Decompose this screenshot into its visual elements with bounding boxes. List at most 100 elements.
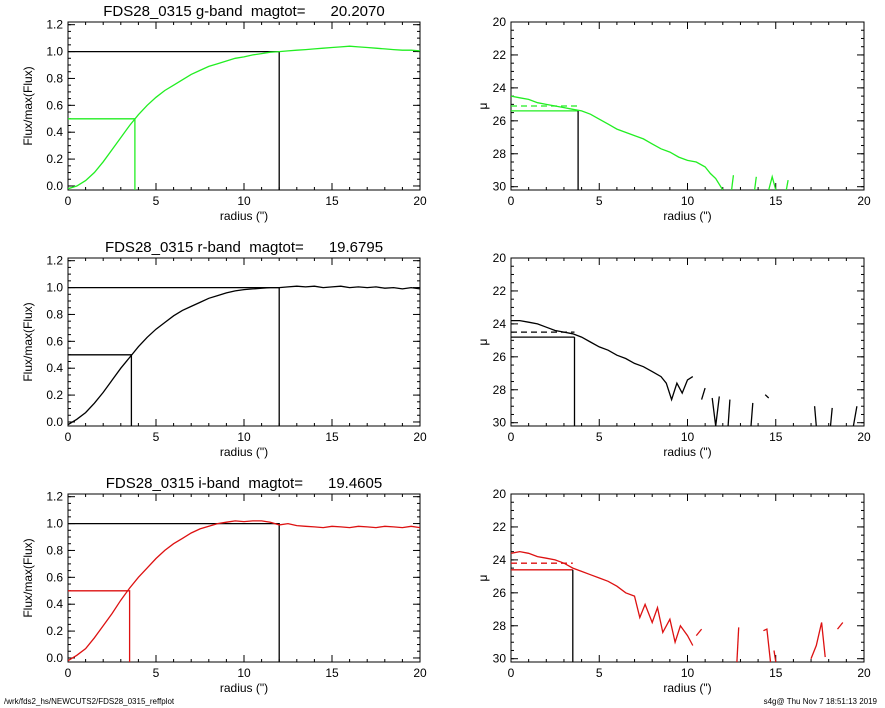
x-axis-label: radius (") bbox=[663, 445, 711, 459]
y-tick-label: 1.0 bbox=[46, 45, 63, 59]
y-axis-label: Flux/max(Flux) bbox=[21, 538, 35, 617]
y-tick-label: 0.2 bbox=[46, 388, 63, 402]
y-tick-label: 26 bbox=[493, 586, 507, 600]
x-tick-label: 10 bbox=[237, 194, 251, 208]
profile-fragment bbox=[750, 402, 754, 426]
y-axis-label: μ bbox=[476, 338, 490, 345]
profile-fragment bbox=[810, 622, 826, 659]
y-axis-label: μ bbox=[476, 574, 490, 581]
y-tick-label: 22 bbox=[493, 48, 507, 62]
x-tick-label: 0 bbox=[508, 666, 515, 680]
x-tick-label: 5 bbox=[153, 194, 160, 208]
profile-line bbox=[511, 319, 694, 402]
x-axis-label: radius (") bbox=[220, 445, 268, 459]
x-tick-label: 10 bbox=[237, 430, 251, 444]
profile-fragment bbox=[736, 627, 740, 662]
panel-i-surface-brightness: 0 5 10 15 20 20 22 24 26 28 30 radius (") μ bbox=[476, 487, 871, 695]
y-tick-label: 20 bbox=[493, 15, 507, 29]
y-tick-label: 20 bbox=[493, 251, 507, 265]
plot-frame bbox=[67, 493, 421, 663]
y-tick-label: 30 bbox=[493, 180, 507, 194]
profile-fragment bbox=[764, 394, 770, 399]
y-tick-label: 28 bbox=[493, 619, 507, 633]
x-tick-label: 10 bbox=[681, 666, 695, 680]
profile-fragment bbox=[695, 628, 703, 637]
half-light-line bbox=[68, 354, 133, 426]
x-tick-label: 20 bbox=[857, 430, 871, 444]
profile-line bbox=[68, 285, 420, 426]
total-radius-line bbox=[68, 286, 280, 426]
y-tick-label: 0.2 bbox=[46, 152, 63, 166]
y-tick-label: 1.0 bbox=[46, 281, 63, 295]
y-axis-label: μ bbox=[476, 102, 490, 109]
y-tick-label: 0.8 bbox=[46, 307, 63, 321]
profile-fragment bbox=[773, 650, 777, 662]
profile-line bbox=[68, 520, 420, 662]
profile-fragment bbox=[727, 399, 731, 426]
total-radius-line bbox=[68, 50, 280, 190]
x-tick-label: 10 bbox=[681, 430, 695, 444]
x-tick-label: 10 bbox=[237, 666, 251, 680]
panel-r-surface-brightness: 0 5 10 15 20 20 22 24 26 28 30 radius (") μ bbox=[476, 251, 871, 459]
y-tick-label: 22 bbox=[493, 520, 507, 534]
x-tick-label: 15 bbox=[769, 666, 783, 680]
profile-fragment bbox=[768, 174, 777, 190]
profile-fragment bbox=[730, 175, 735, 190]
y-tick-label: 26 bbox=[493, 114, 507, 128]
x-tick-label: 10 bbox=[681, 194, 695, 208]
y-tick-label: 24 bbox=[493, 317, 507, 331]
x-tick-label: 15 bbox=[325, 666, 339, 680]
y-tick-label: 0.2 bbox=[46, 624, 63, 638]
half-light-line bbox=[68, 118, 136, 190]
x-tick-label: 5 bbox=[596, 430, 603, 444]
x-tick-label: 0 bbox=[65, 194, 72, 208]
half-light-line bbox=[68, 590, 131, 662]
y-tick-label: 0.6 bbox=[46, 334, 63, 348]
profile-fragment bbox=[753, 176, 757, 190]
panel-title: FDS28_0315 r-band magtot= 19.6795 bbox=[105, 239, 383, 256]
y-axis-label: Flux/max(Flux) bbox=[21, 66, 35, 145]
y-tick-label: 22 bbox=[493, 284, 507, 298]
panel-i-growth-curve: 0 5 10 15 20 0.0 0.2 0.4 0.6 0.8 1.0 1.2 radius (") F… bbox=[21, 475, 427, 695]
panel-r-growth-curve: 0 5 10 15 20 0.0 0.2 0.4 0.6 0.8 1.0 1.2 radius (") F… bbox=[21, 239, 427, 459]
y-tick-label: 0.8 bbox=[46, 71, 63, 85]
x-tick-label: 5 bbox=[153, 430, 160, 444]
x-tick-label: 15 bbox=[325, 194, 339, 208]
y-tick-label: 0.0 bbox=[46, 415, 63, 429]
profile-fragment bbox=[763, 628, 772, 662]
y-tick-label: 30 bbox=[493, 416, 507, 430]
x-axis-label: radius (") bbox=[663, 209, 711, 223]
y-tick-label: 0.4 bbox=[46, 597, 63, 611]
plot-frame bbox=[67, 257, 421, 427]
profile-line bbox=[511, 95, 724, 190]
y-tick-label: 0.6 bbox=[46, 98, 63, 112]
y-tick-label: 1.2 bbox=[46, 254, 63, 268]
y-tick-label: 0.8 bbox=[46, 543, 63, 557]
x-tick-label: 15 bbox=[325, 430, 339, 444]
plot-frame bbox=[510, 257, 865, 427]
y-tick-label: 24 bbox=[493, 553, 507, 567]
x-tick-label: 0 bbox=[65, 430, 72, 444]
x-tick-label: 20 bbox=[413, 194, 427, 208]
y-tick-label: 1.2 bbox=[46, 490, 63, 504]
profile-fragment bbox=[711, 396, 720, 426]
profile-fragment bbox=[836, 622, 844, 630]
profile-fragment bbox=[700, 387, 706, 400]
profile-line bbox=[511, 550, 694, 646]
profile-fragment bbox=[829, 407, 833, 426]
x-tick-label: 20 bbox=[857, 194, 871, 208]
y-tick-label: 28 bbox=[493, 147, 507, 161]
x-tick-label: 5 bbox=[153, 666, 160, 680]
panel-title: FDS28_0315 g-band magtot= 20.2070 bbox=[103, 3, 384, 20]
y-tick-label: 1.2 bbox=[46, 18, 63, 32]
x-tick-label: 20 bbox=[857, 666, 871, 680]
x-tick-label: 15 bbox=[769, 430, 783, 444]
profile-fragment bbox=[852, 406, 858, 426]
profile-line bbox=[68, 45, 420, 190]
y-tick-label: 20 bbox=[493, 487, 507, 501]
y-tick-label: 30 bbox=[493, 652, 507, 666]
x-axis-label: radius (") bbox=[663, 681, 711, 695]
y-tick-label: 24 bbox=[493, 81, 507, 95]
footer-file-path: /wrk/fds2_hs/NEWCUTS2/FDS28_0315_reffplo… bbox=[4, 697, 175, 706]
